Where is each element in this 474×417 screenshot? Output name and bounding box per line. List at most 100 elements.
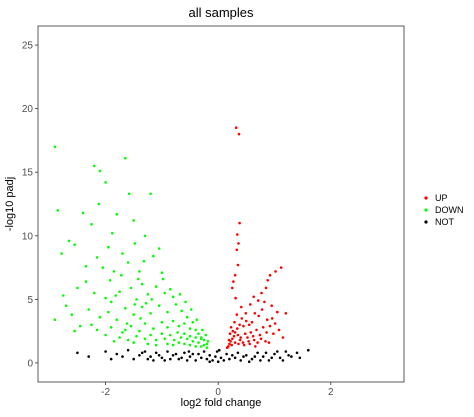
point-not — [281, 359, 285, 362]
point-down — [104, 296, 107, 300]
y-tick-label: 0 — [27, 358, 33, 369]
point-down — [194, 336, 197, 339]
point-down — [109, 300, 113, 304]
plot-panel-border — [37, 25, 405, 383]
point-up — [248, 342, 251, 346]
point-down — [118, 290, 121, 294]
point-down — [90, 223, 93, 226]
point-down — [56, 209, 59, 212]
point-down — [84, 280, 88, 283]
point-not — [202, 350, 206, 353]
point-down — [78, 324, 82, 328]
point-up — [281, 336, 285, 339]
point-not — [231, 354, 234, 357]
point-down — [161, 277, 165, 281]
point-down — [81, 211, 85, 215]
point-up — [233, 341, 237, 344]
point-down — [157, 247, 161, 250]
point-down — [135, 334, 138, 338]
point-up — [241, 341, 245, 344]
point-not — [87, 355, 90, 358]
point-up — [257, 314, 261, 318]
point-down — [111, 231, 114, 235]
point-not — [261, 355, 265, 358]
point-not — [121, 355, 124, 358]
point-down — [200, 337, 203, 341]
point-not — [76, 351, 79, 355]
point-not — [219, 356, 223, 360]
point-not — [267, 359, 271, 362]
point-up — [229, 326, 233, 329]
point-down — [205, 346, 209, 350]
point-not — [287, 354, 290, 357]
point-down — [140, 282, 144, 286]
legend-label-not: NOT — [435, 217, 455, 227]
point-down — [132, 313, 135, 316]
point-down — [160, 332, 164, 336]
point-up — [247, 323, 251, 327]
point-down — [109, 326, 113, 329]
point-not — [171, 354, 175, 357]
point-not — [191, 352, 195, 356]
point-up — [240, 305, 243, 309]
point-up — [250, 320, 254, 324]
point-up — [232, 280, 235, 283]
point-not — [273, 352, 276, 356]
point-down — [188, 334, 192, 338]
point-up — [238, 221, 241, 225]
point-up — [245, 319, 248, 323]
point-down — [183, 342, 186, 346]
point-down — [200, 345, 203, 348]
point-down — [84, 265, 88, 268]
point-not — [143, 350, 147, 353]
point-down — [177, 341, 181, 344]
point-down — [121, 252, 124, 255]
point-down — [166, 310, 169, 314]
point-down — [195, 318, 199, 322]
point-up — [236, 333, 240, 337]
point-not — [253, 355, 257, 358]
point-down — [120, 273, 123, 277]
point-down — [126, 261, 130, 264]
point-up — [266, 279, 270, 282]
point-not — [185, 359, 189, 362]
point-down — [142, 259, 146, 263]
point-up — [235, 248, 239, 252]
data-points — [53, 126, 310, 364]
point-up — [268, 273, 272, 277]
point-up — [284, 312, 288, 315]
point-up — [237, 132, 241, 136]
point-not — [169, 357, 172, 361]
point-not — [149, 355, 152, 358]
point-down — [143, 234, 147, 238]
point-up — [235, 313, 239, 316]
point-not — [256, 351, 259, 355]
point-down — [154, 285, 158, 288]
point-up — [225, 346, 229, 350]
point-not — [216, 360, 220, 364]
point-down — [132, 341, 135, 344]
point-not — [259, 359, 262, 362]
point-not — [154, 351, 158, 355]
point-down — [101, 266, 105, 269]
point-down — [191, 340, 195, 343]
point-down — [166, 326, 169, 329]
point-down — [177, 324, 181, 328]
point-up — [270, 304, 274, 308]
point-up — [256, 341, 259, 344]
point-down — [112, 270, 116, 273]
point-down — [185, 337, 189, 341]
point-up — [238, 323, 241, 327]
point-up — [277, 328, 281, 332]
point-up — [232, 334, 236, 338]
point-down — [133, 303, 137, 306]
point-up — [260, 308, 264, 311]
point-not — [157, 354, 161, 357]
point-up — [230, 343, 233, 347]
point-down — [160, 320, 164, 324]
point-up — [265, 331, 268, 334]
point-up — [238, 338, 242, 342]
point-down — [169, 287, 172, 291]
point-down — [202, 338, 206, 342]
point-up — [261, 326, 265, 329]
